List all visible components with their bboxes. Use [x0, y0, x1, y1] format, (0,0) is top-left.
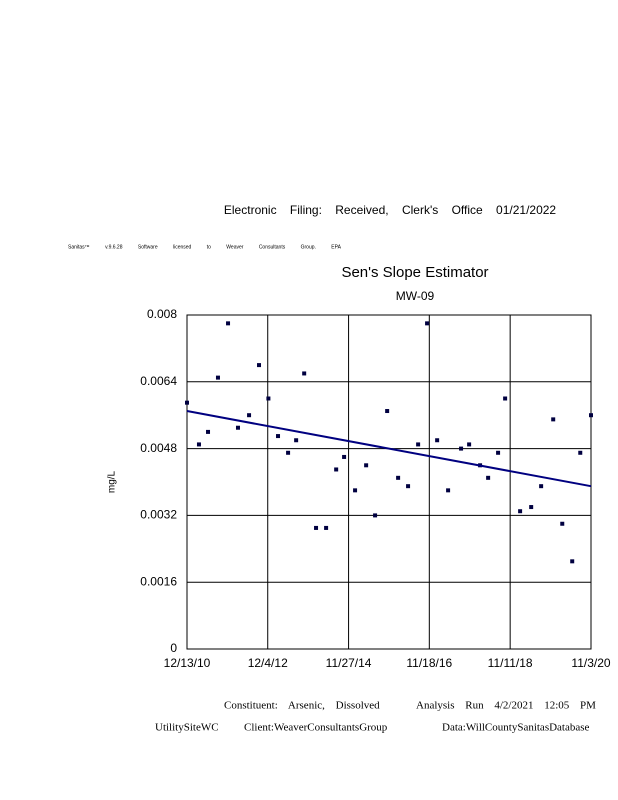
point: [294, 438, 299, 443]
trend-line: [186, 410, 592, 488]
point: [416, 442, 421, 447]
point: [353, 488, 358, 493]
chart-title: Sen's Slope Estimator: [341, 264, 488, 281]
filing-stamp: Electronic Filing: Received, Clerk's Off…: [224, 203, 557, 217]
point: [324, 525, 329, 530]
point: [196, 442, 201, 447]
point: [589, 413, 593, 418]
point: [342, 454, 347, 459]
footer-constituent: Constituent: Arsenic, Dissolved: [224, 700, 380, 712]
point: [373, 513, 378, 518]
chart-subtitle: MW-09: [396, 289, 435, 303]
x-tick-label: 11/11/18: [488, 656, 533, 670]
point: [302, 371, 307, 376]
point: [406, 484, 411, 489]
point: [276, 434, 281, 439]
point: [551, 417, 556, 422]
plot-border: [186, 314, 592, 650]
point: [459, 446, 464, 451]
footer-client: Client:WeaverConsultantsGroup: [244, 722, 388, 734]
point: [257, 363, 262, 368]
x-tick-label: 11/27/14: [326, 656, 372, 670]
point: [247, 413, 252, 418]
x-tick-label: 12/4/12: [248, 656, 288, 670]
point: [185, 400, 189, 405]
point: [206, 429, 211, 434]
point: [314, 525, 319, 530]
point: [215, 375, 220, 380]
point: [385, 409, 390, 414]
point: [486, 475, 491, 480]
y-tick-label: 0.008: [147, 307, 177, 321]
point: [396, 475, 401, 480]
x-tick-label: 12/13/10: [164, 656, 211, 670]
point: [425, 321, 430, 326]
y-tick-label: 0: [170, 641, 177, 655]
point: [467, 442, 472, 447]
footer-data: Data:WillCountySanitasDatabase: [442, 722, 590, 734]
point: [334, 467, 339, 472]
point: [503, 396, 508, 401]
point: [435, 438, 440, 443]
point: [529, 505, 534, 510]
point: [570, 559, 575, 564]
point: [446, 488, 451, 493]
point: [560, 521, 565, 526]
point: [266, 396, 271, 401]
point: [539, 484, 544, 489]
footer-site: UtilitySiteWC: [155, 722, 219, 734]
y-tick-label: 0.0048: [140, 441, 177, 455]
point: [286, 450, 291, 455]
y-tick-label: 0.0064: [140, 374, 177, 388]
point: [496, 450, 501, 455]
point: [226, 321, 231, 326]
x-tick-label: 11/18/16: [406, 656, 452, 670]
software-line: Sanitas™ v.9.6.28 Software licensed to W…: [68, 244, 342, 250]
point: [364, 463, 369, 468]
footer-run: Analysis Run 4/2/2021 12:05 PM: [416, 700, 596, 712]
point: [235, 425, 240, 430]
y-tick-label: 0.0016: [140, 574, 177, 588]
plot: 0 0.0016 0.0032 0.0048 0.0064 0.008 12/13/10 12…: [140, 307, 611, 670]
point: [518, 509, 523, 514]
point: [578, 450, 583, 455]
y-tick-label: 0.0032: [140, 508, 177, 522]
x-tick-label: 11/3/20: [571, 656, 610, 670]
y-axis-label: mg/L: [107, 470, 118, 493]
